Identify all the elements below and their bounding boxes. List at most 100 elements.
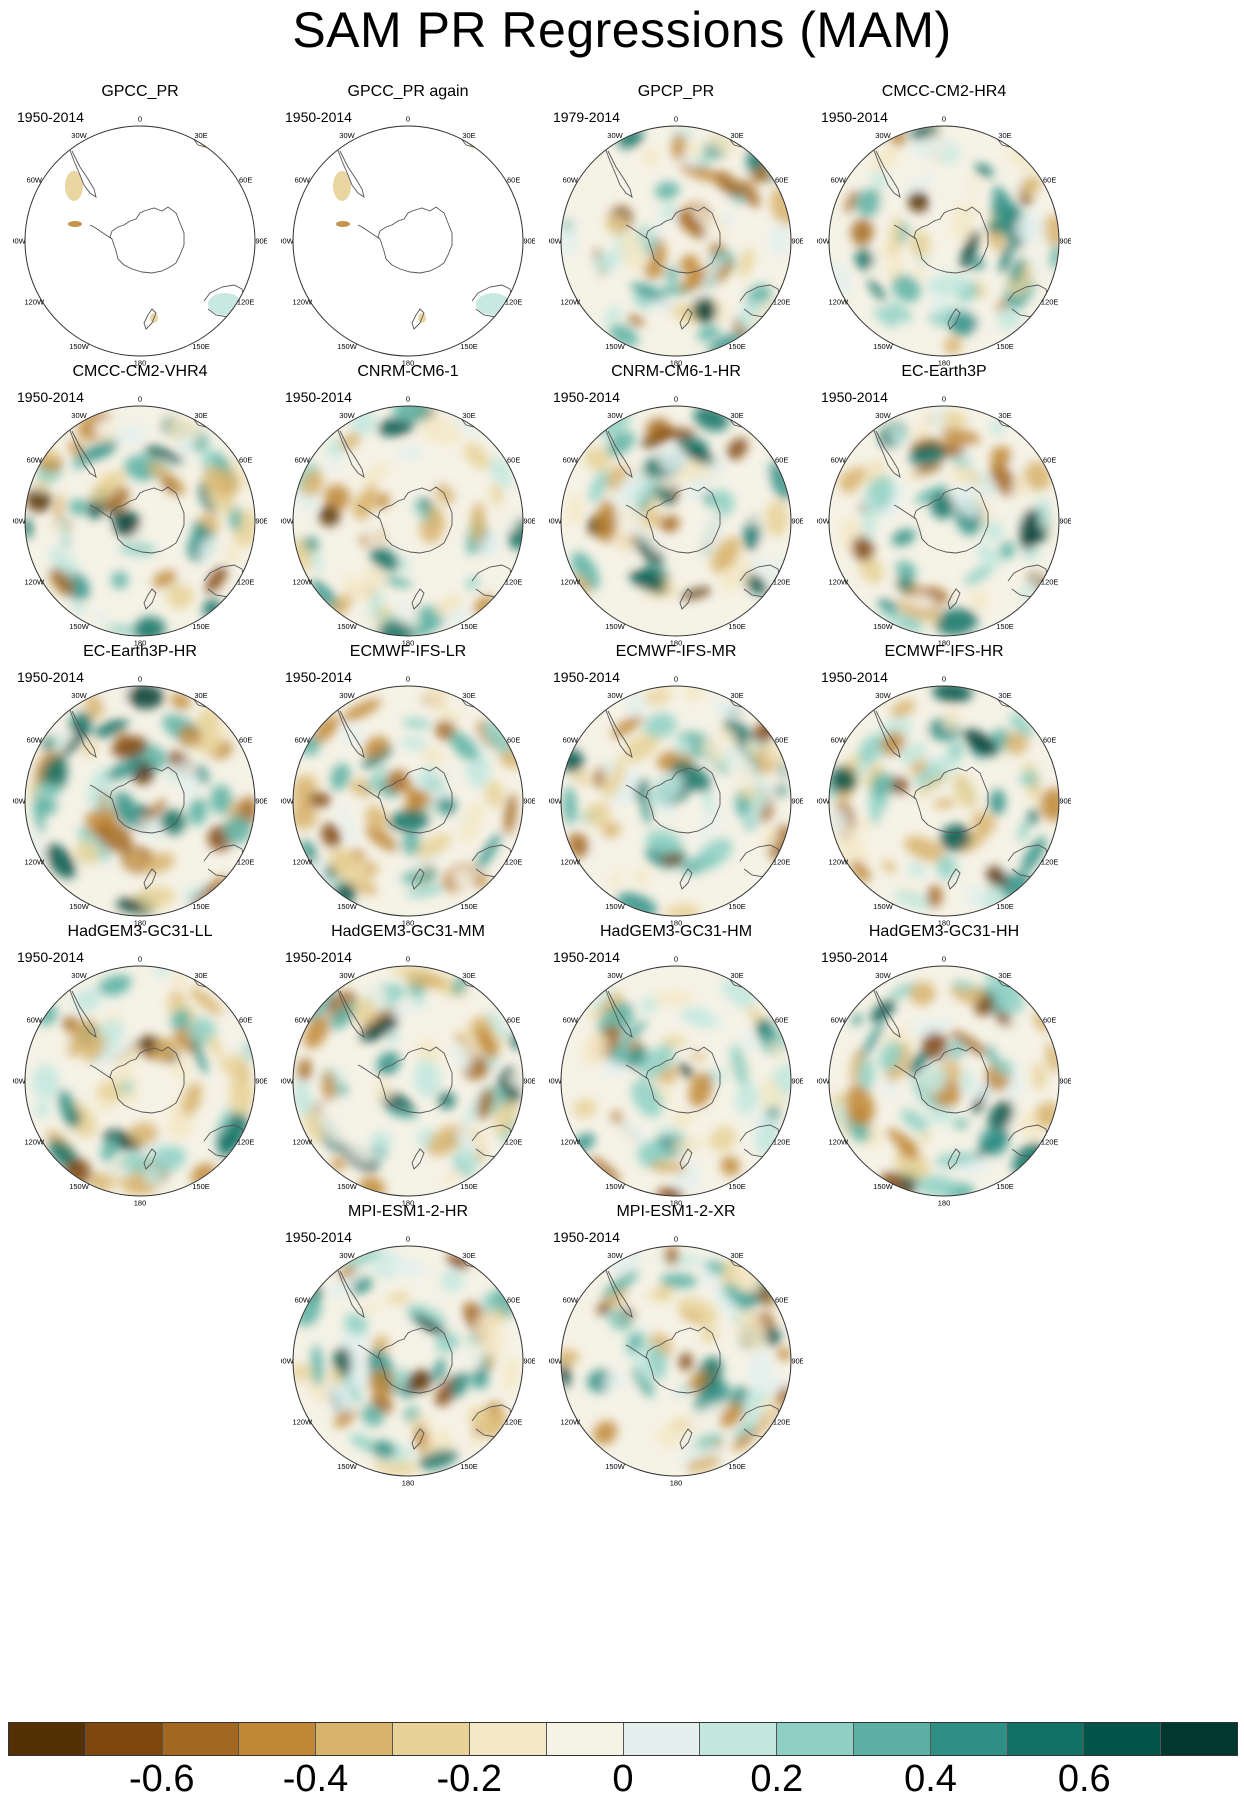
longitude-label: 120W: [829, 298, 850, 307]
longitude-label: 90W: [549, 1357, 563, 1366]
panel-title: ECMWF-IFS-LR: [349, 643, 467, 660]
longitude-label: 90E: [791, 1077, 803, 1086]
polar-map: 0 30E 60E 90E 120E 150E 180 150W 120W 90W 60W 30W: [281, 115, 535, 368]
longitude-label: 150E: [192, 622, 210, 631]
longitude-label: 30E: [998, 411, 1011, 420]
longitude-label: 120E: [505, 298, 523, 307]
longitude-label: 150W: [337, 902, 358, 911]
longitude-label: 60W: [563, 456, 579, 465]
map-panel: ECMWF-IFS-HR 0 30E 60E 90E 120E 150E 180 150W 120…: [817, 642, 1117, 962]
polar-map: 0 30E 60E 90E 120E 150E 180 150W 120W 90W 60W 30W: [549, 1235, 803, 1488]
panel-title: EC-Earth3P-HR: [83, 643, 197, 660]
longitude-label: 30W: [607, 691, 623, 700]
colorbar-segment: [700, 1723, 778, 1755]
longitude-label: 30E: [462, 131, 475, 140]
longitude-label: 150W: [873, 902, 894, 911]
colorbar: [8, 1722, 1238, 1756]
panel-title: CMCC-CM2-HR4: [881, 83, 1007, 100]
longitude-label: 120W: [293, 578, 314, 587]
panel-title: ECMWF-IFS-MR: [615, 643, 737, 660]
panel-title: EC-Earth3P: [901, 363, 987, 380]
colorbar-segment: [777, 1723, 854, 1755]
longitude-label: 180: [670, 1199, 683, 1208]
longitude-label: 60W: [295, 456, 311, 465]
colorbar-segment: [9, 1723, 86, 1755]
longitude-label: 150E: [192, 902, 210, 911]
colorbar-segment: [469, 1723, 547, 1755]
longitude-label: 150E: [996, 1182, 1014, 1191]
colorbar-labels: -0.6 -0.4 -0.2 0 0.2 0.4 0.6: [8, 1758, 1238, 1800]
map-border: [560, 965, 792, 1197]
panel-title: HadGEM3-GC31-HM: [599, 923, 753, 940]
longitude-label: 120W: [25, 578, 46, 587]
longitude-label: 60E: [775, 176, 788, 185]
panel-title: CNRM-CM6-1: [357, 363, 459, 380]
longitude-label: 60E: [507, 736, 520, 745]
longitude-label: 60W: [563, 736, 579, 745]
longitude-label: 150W: [605, 342, 626, 351]
map-border: [828, 685, 1060, 917]
longitude-label: 0: [674, 675, 678, 684]
panel-period: 1950-2014: [553, 389, 620, 405]
polar-map: 0 30E 60E 90E 120E 150E 180 150W 120W 90W 60W 30W: [549, 675, 803, 928]
panel-period: 1950-2014: [553, 669, 620, 685]
panel-period: 1950-2014: [17, 949, 84, 965]
longitude-label: 30W: [875, 131, 891, 140]
longitude-label: 180: [402, 1479, 415, 1488]
longitude-label: 90W: [817, 797, 831, 806]
panel-period: 1950-2014: [821, 109, 888, 125]
longitude-label: 120E: [505, 1418, 523, 1427]
longitude-label: 120E: [773, 578, 791, 587]
map-border: [292, 685, 524, 917]
longitude-label: 180: [134, 639, 147, 648]
longitude-label: 90E: [791, 797, 803, 806]
longitude-label: 30W: [607, 1251, 623, 1260]
longitude-label: 150W: [873, 1182, 894, 1191]
panel-period: 1950-2014: [821, 949, 888, 965]
longitude-label: 0: [406, 115, 410, 124]
longitude-label: 180: [402, 639, 415, 648]
longitude-label: 60E: [775, 1016, 788, 1025]
longitude-label: 60W: [563, 1296, 579, 1305]
longitude-label: 0: [942, 675, 946, 684]
map-border: [828, 965, 1060, 1197]
longitude-label: 30E: [462, 1251, 475, 1260]
map-border: [24, 405, 256, 637]
longitude-label: 150E: [728, 1182, 746, 1191]
polar-map: 0 30E 60E 90E 120E 150E 180 150W 120W 90W 60W 30W: [817, 115, 1071, 368]
longitude-label: 30E: [730, 1251, 743, 1260]
map-panel: EC-Earth3P 0 30E 60E 90E 120E 150E 180 150W 120W 9…: [817, 362, 1117, 682]
longitude-label: 90E: [523, 797, 535, 806]
map-panel: HadGEM3-GC31-HM 0 30E 60E 90E 120E 150E 180 150W…: [549, 922, 849, 1242]
longitude-label: 120E: [237, 1138, 255, 1147]
map-border: [560, 125, 792, 357]
longitude-label: 0: [674, 395, 678, 404]
panel-title: MPI-ESM1-2-XR: [616, 1203, 736, 1220]
longitude-label: 120E: [1041, 858, 1059, 867]
longitude-label: 90E: [791, 1357, 803, 1366]
colorbar-tick-label: 0.2: [750, 1758, 804, 1800]
longitude-label: 60W: [295, 176, 311, 185]
longitude-label: 30W: [71, 131, 87, 140]
panel-period: 1950-2014: [17, 109, 84, 125]
longitude-label: 30W: [875, 691, 891, 700]
longitude-label: 120E: [773, 1138, 791, 1147]
panel-title: CNRM-CM6-1-HR: [611, 363, 741, 380]
longitude-label: 150E: [460, 1462, 478, 1471]
longitude-label: 120E: [1041, 1138, 1059, 1147]
longitude-label: 60E: [507, 1296, 520, 1305]
longitude-label: 180: [670, 639, 683, 648]
colorbar-segment: [162, 1723, 240, 1755]
panel-title: GPCC_PR again: [347, 83, 469, 100]
longitude-label: 0: [138, 395, 142, 404]
longitude-label: 120W: [293, 1138, 314, 1147]
longitude-label: 150W: [605, 1462, 626, 1471]
map-panel: MPI-ESM1-2-HR 0 30E 60E 90E 120E 150E 180 150W 12…: [281, 1202, 581, 1522]
longitude-label: 120E: [505, 858, 523, 867]
longitude-label: 120E: [773, 858, 791, 867]
longitude-label: 150W: [337, 1462, 358, 1471]
panel-title: HadGEM3-GC31-HH: [868, 923, 1020, 940]
longitude-label: 120E: [505, 578, 523, 587]
colorbar-segment: [546, 1723, 624, 1755]
longitude-label: 150W: [605, 902, 626, 911]
